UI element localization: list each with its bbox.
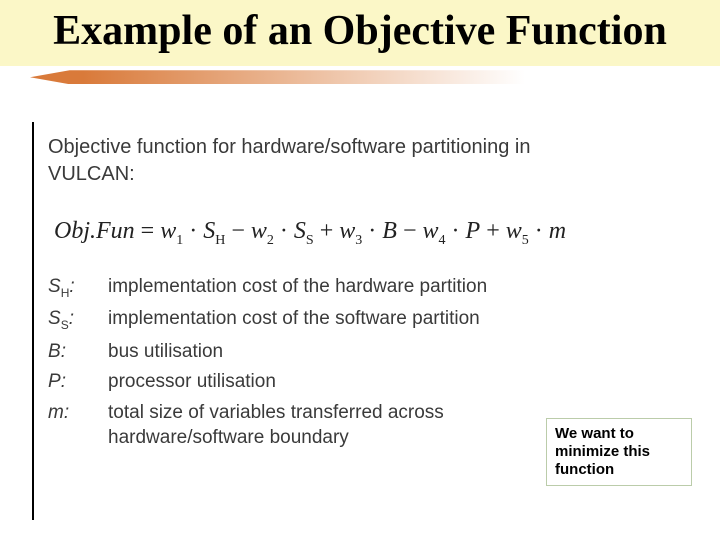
definition-symbol: SH: — [48, 275, 96, 301]
definition-symbol: B: — [48, 340, 96, 365]
vertical-rule — [32, 122, 34, 520]
slide-content: Objective function for hardware/software… — [48, 134, 690, 450]
definition-symbol: SS: — [48, 307, 96, 333]
definitions-list: SH: implementation cost of the hardware p… — [48, 275, 508, 451]
title-banner: Example of an Objective Function — [0, 0, 720, 66]
objective-function-formula: Obj.Fun = w1 · SH − w2 · SS + w3 · B − w… — [54, 218, 690, 249]
intro-text: Objective function for hardware/software… — [48, 134, 690, 188]
intro-line-1: Objective function for hardware/software… — [48, 136, 530, 158]
definition-symbol: m: — [48, 401, 96, 450]
divider-gradient — [30, 70, 690, 84]
divider — [30, 66, 690, 90]
intro-line-2: VULCAN: — [48, 163, 135, 185]
callout-box: We want to minimize this function — [546, 418, 692, 486]
definition-text: implementation cost of the hardware part… — [108, 275, 508, 301]
definition-symbol: P: — [48, 370, 96, 395]
definition-text: bus utilisation — [108, 340, 508, 365]
definition-text: implementation cost of the software part… — [108, 307, 508, 333]
definition-text: processor utilisation — [108, 370, 508, 395]
definition-text: total size of variables transferred acro… — [108, 401, 508, 450]
page-title: Example of an Objective Function — [20, 8, 700, 54]
